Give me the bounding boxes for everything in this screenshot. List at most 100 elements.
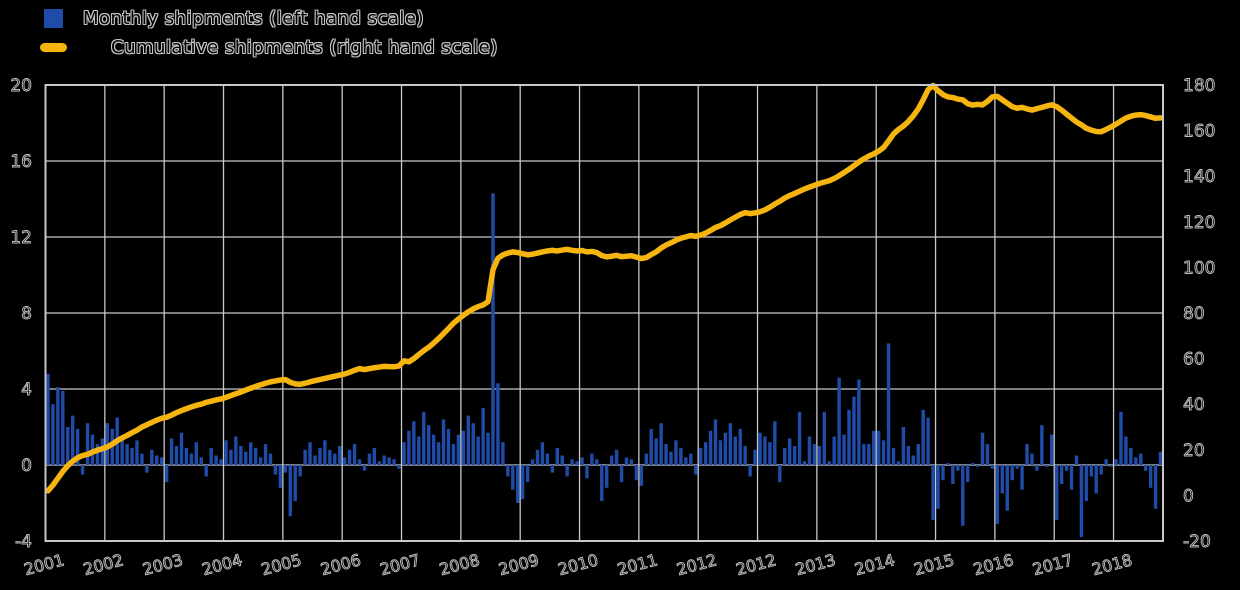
monthly-bar — [436, 442, 441, 465]
left-axis-tick-label: 20 — [10, 76, 32, 96]
monthly-bar — [600, 465, 604, 502]
monthly-bar — [140, 453, 144, 465]
monthly-bar — [901, 427, 906, 465]
monthly-bar — [407, 430, 411, 465]
monthly-bar — [985, 444, 990, 465]
monthly-bar — [916, 444, 920, 465]
monthly-bar — [362, 465, 367, 471]
left-axis-tick-label: 4 — [21, 380, 32, 400]
monthly-bar — [66, 427, 70, 465]
monthly-bar — [318, 447, 322, 465]
monthly-bar — [85, 423, 90, 465]
monthly-bar — [674, 440, 678, 465]
monthly-bar — [590, 453, 594, 465]
monthly-bar — [431, 434, 436, 465]
monthly-bar — [797, 411, 802, 465]
monthly-bar — [1089, 465, 1093, 477]
monthly-bar — [1059, 465, 1064, 484]
monthly-bar — [120, 438, 124, 465]
x-axis-tick-label: 2015 — [912, 550, 956, 579]
monthly-bar — [135, 440, 139, 465]
monthly-bar — [1035, 465, 1039, 471]
monthly-bar — [56, 387, 60, 465]
monthly-bar — [1148, 465, 1153, 488]
monthly-bar — [451, 444, 456, 465]
monthly-bar — [783, 447, 787, 465]
monthly-bar — [288, 465, 292, 517]
monthly-bar — [550, 465, 555, 473]
monthly-bar — [1099, 465, 1103, 475]
monthly-bar — [214, 455, 218, 465]
monthly-bar — [906, 446, 911, 465]
monthly-bar — [822, 411, 826, 465]
monthly-bar — [80, 465, 85, 475]
monthly-bar — [342, 457, 347, 465]
monthly-bar — [51, 404, 55, 465]
monthly-bar — [160, 457, 164, 465]
monthly-bar — [169, 438, 174, 465]
monthly-bar — [387, 457, 391, 465]
x-axis-tick-label: 2007 — [378, 550, 422, 579]
monthly-bar — [609, 455, 614, 465]
monthly-bar — [481, 408, 485, 465]
monthly-bar — [1143, 465, 1148, 471]
monthly-bar — [669, 451, 673, 465]
monthly-bar — [382, 455, 386, 465]
monthly-bar — [491, 193, 495, 466]
cumulative-line-series — [45, 82, 1164, 494]
monthly-bar — [253, 447, 258, 465]
monthly-bar — [857, 379, 861, 465]
monthly-bar — [1119, 411, 1123, 465]
monthly-bar — [1124, 436, 1128, 465]
monthly-bar — [446, 428, 451, 465]
monthly-bar — [753, 449, 757, 465]
monthly-bar — [792, 446, 797, 465]
monthly-bar — [392, 459, 396, 465]
monthly-bar — [174, 446, 179, 465]
monthly-bar — [441, 419, 446, 465]
monthly-bar — [422, 411, 426, 465]
monthly-bar — [1153, 465, 1158, 509]
monthly-bar — [249, 442, 253, 465]
monthly-bar — [535, 449, 540, 465]
monthly-series-swatch-icon — [44, 8, 63, 28]
monthly-bar — [891, 447, 896, 465]
monthly-bar — [644, 453, 648, 465]
monthly-bar — [308, 442, 312, 465]
monthly-bar — [965, 465, 970, 483]
monthly-bar — [896, 461, 901, 465]
right-axis-tick-label: 0 — [1183, 486, 1194, 506]
monthly-bar — [1104, 459, 1108, 465]
monthly-bar — [239, 446, 243, 465]
monthly-bar — [975, 465, 980, 467]
monthly-bar — [229, 449, 233, 465]
monthly-bar — [990, 465, 995, 469]
monthly-bar — [1079, 465, 1084, 538]
left-axis-tick-label: -4 — [15, 532, 32, 552]
monthly-bar — [619, 465, 624, 483]
monthly-bar — [417, 436, 421, 465]
monthly-bar — [511, 465, 515, 490]
monthly-bar — [575, 461, 579, 465]
right-axis-tick-label: 140 — [1183, 167, 1215, 187]
monthly-bar — [199, 457, 203, 465]
monthly-bar — [194, 442, 199, 465]
monthly-bar — [951, 465, 955, 484]
monthly-bar — [219, 459, 223, 465]
right-axis-labels: 180 160 140 120 100 80 60 40 20 0 -20 — [1183, 76, 1216, 553]
monthly-bar — [150, 449, 154, 465]
monthly-bar — [703, 442, 708, 465]
monthly-bar — [654, 438, 658, 465]
monthly-bar — [689, 453, 693, 465]
x-axis-tick-label: 2013 — [793, 550, 837, 579]
monthly-bar — [1114, 459, 1118, 465]
monthly-bar — [1064, 465, 1069, 471]
monthly-bar — [1069, 465, 1074, 490]
monthly-bar — [773, 421, 777, 465]
plot-border — [44, 84, 1164, 542]
monthly-bar — [713, 419, 718, 465]
monthly-bar — [204, 465, 208, 477]
monthly-bar — [679, 447, 683, 465]
monthly-bar — [1040, 425, 1044, 465]
left-axis-tick-label: 16 — [10, 152, 32, 172]
